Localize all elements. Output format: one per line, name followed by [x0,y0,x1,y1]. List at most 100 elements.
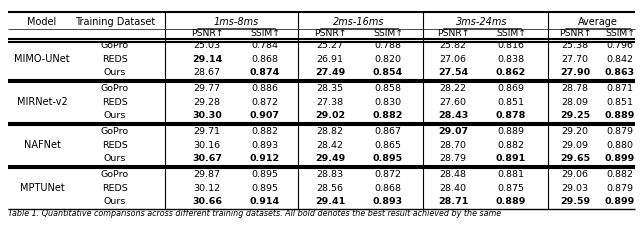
Text: REDS: REDS [102,98,128,107]
Text: 0.878: 0.878 [496,111,526,120]
Text: 28.78: 28.78 [561,84,589,93]
Text: Model: Model [28,17,56,27]
Text: 29.06: 29.06 [561,170,589,179]
Text: 0.882: 0.882 [252,127,278,136]
Text: Ours: Ours [104,197,126,206]
Text: 0.784: 0.784 [252,41,278,50]
Text: 29.77: 29.77 [193,84,221,93]
Text: MIMO-UNet: MIMO-UNet [14,54,70,64]
Text: 0.788: 0.788 [374,41,401,50]
Text: 29.25: 29.25 [560,111,590,120]
Text: 0.872: 0.872 [374,170,401,179]
Text: 28.42: 28.42 [317,141,344,150]
Text: 1ms-8ms: 1ms-8ms [213,17,259,27]
Text: 0.830: 0.830 [374,98,401,107]
Text: 0.842: 0.842 [607,55,634,64]
Text: 0.869: 0.869 [497,84,525,93]
Text: 0.838: 0.838 [497,55,525,64]
Text: Ours: Ours [104,111,126,120]
Text: 0.899: 0.899 [605,197,635,206]
Text: 29.41: 29.41 [315,197,345,206]
Text: 28.71: 28.71 [438,197,468,206]
Text: Ours: Ours [104,68,126,77]
Text: 0.907: 0.907 [250,111,280,120]
Text: 29.09: 29.09 [561,141,589,150]
Text: 30.16: 30.16 [193,141,221,150]
Text: 0.880: 0.880 [607,141,634,150]
Text: 28.48: 28.48 [440,170,467,179]
Text: 28.79: 28.79 [440,154,467,163]
Text: 27.70: 27.70 [561,55,589,64]
Text: 2ms-16ms: 2ms-16ms [333,17,385,27]
Text: GoPro: GoPro [101,41,129,50]
Text: 27.49: 27.49 [315,68,345,77]
Text: 0.889: 0.889 [605,111,635,120]
Text: PSNR↑: PSNR↑ [314,29,346,37]
Text: 30.66: 30.66 [192,197,222,206]
Text: 29.65: 29.65 [560,154,590,163]
Text: PSNR↑: PSNR↑ [559,29,591,37]
Text: 0.899: 0.899 [605,154,635,163]
Text: PSNR↑: PSNR↑ [191,29,223,37]
Text: 29.20: 29.20 [561,127,589,136]
Text: 0.872: 0.872 [252,98,278,107]
Text: 0.816: 0.816 [497,41,525,50]
Text: GoPro: GoPro [101,84,129,93]
Text: 27.54: 27.54 [438,68,468,77]
Text: Table 1. Quantitative comparisons across different training datasets. All bold d: Table 1. Quantitative comparisons across… [8,209,501,217]
Text: 29.59: 29.59 [560,197,590,206]
Text: 0.893: 0.893 [252,141,278,150]
Text: 0.868: 0.868 [374,184,401,193]
Text: 28.82: 28.82 [317,127,344,136]
Text: 0.851: 0.851 [497,98,525,107]
Text: 0.854: 0.854 [373,68,403,77]
Text: 28.67: 28.67 [193,68,221,77]
Text: SSIM↑: SSIM↑ [373,29,403,37]
Text: 0.882: 0.882 [607,170,634,179]
Text: 0.893: 0.893 [373,197,403,206]
Text: 25.38: 25.38 [561,41,589,50]
Text: 0.895: 0.895 [252,170,278,179]
Text: 29.49: 29.49 [315,154,345,163]
Text: 29.14: 29.14 [192,55,222,64]
Text: GoPro: GoPro [101,170,129,179]
Text: MIRNet-v2: MIRNet-v2 [17,97,67,107]
Text: 29.03: 29.03 [561,184,589,193]
Text: 27.06: 27.06 [440,55,467,64]
Text: 0.889: 0.889 [497,127,525,136]
Text: 26.91: 26.91 [317,55,344,64]
Text: 27.38: 27.38 [316,98,344,107]
Text: PSNR↑: PSNR↑ [436,29,469,37]
Text: 25.27: 25.27 [317,41,344,50]
Text: 28.09: 28.09 [561,98,589,107]
Text: 28.83: 28.83 [316,170,344,179]
Text: 0.886: 0.886 [252,84,278,93]
Text: REDS: REDS [102,141,128,150]
Text: Average: Average [577,17,618,27]
Text: 28.43: 28.43 [438,111,468,120]
Text: 29.87: 29.87 [193,170,221,179]
Text: 0.868: 0.868 [252,55,278,64]
Text: 28.40: 28.40 [440,184,467,193]
Text: 28.22: 28.22 [440,84,467,93]
Text: 0.875: 0.875 [497,184,525,193]
Text: 0.912: 0.912 [250,154,280,163]
Text: 0.881: 0.881 [497,170,525,179]
Text: 0.895: 0.895 [252,184,278,193]
Text: 0.895: 0.895 [373,154,403,163]
Text: NAFNet: NAFNet [24,140,60,150]
Text: 0.879: 0.879 [607,184,634,193]
Text: 27.90: 27.90 [560,68,590,77]
Text: 0.858: 0.858 [374,84,401,93]
Text: 27.60: 27.60 [440,98,467,107]
Text: 0.871: 0.871 [607,84,634,93]
Text: 29.71: 29.71 [193,127,221,136]
Text: 0.867: 0.867 [374,127,401,136]
Text: Ours: Ours [104,154,126,163]
Text: 30.67: 30.67 [192,154,222,163]
Text: 28.56: 28.56 [317,184,344,193]
Text: 0.874: 0.874 [250,68,280,77]
Text: 29.28: 29.28 [193,98,221,107]
Text: 29.07: 29.07 [438,127,468,136]
Text: 28.35: 28.35 [316,84,344,93]
